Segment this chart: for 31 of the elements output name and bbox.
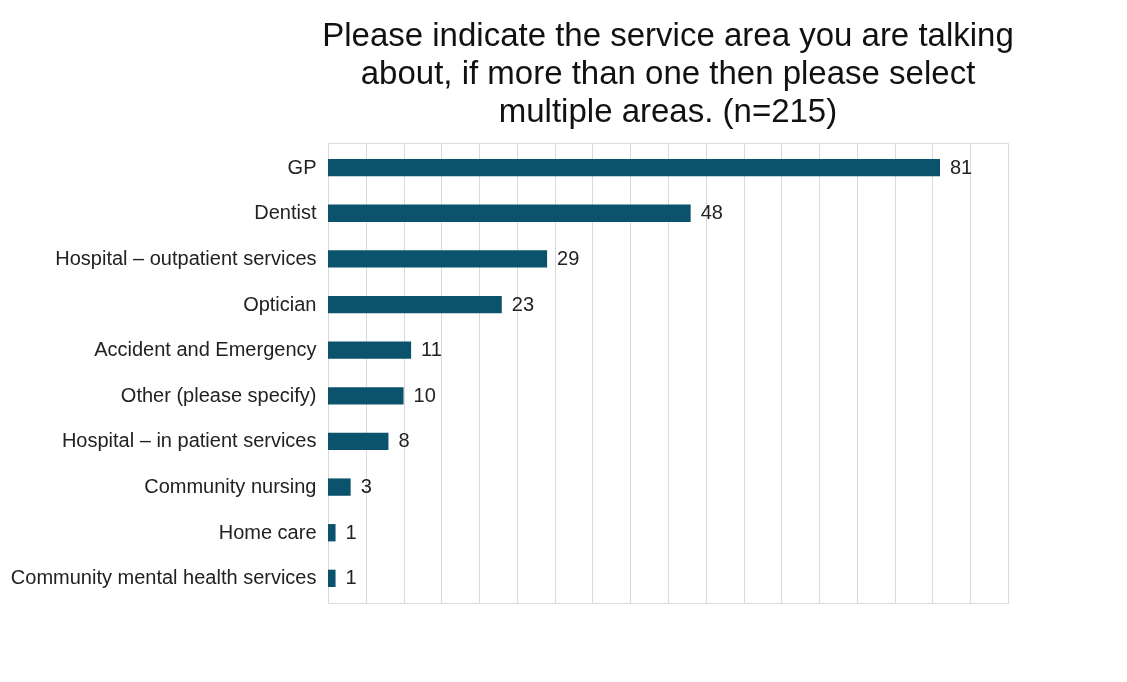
bar	[328, 569, 336, 588]
data-label: 11	[421, 338, 442, 361]
bar	[328, 250, 548, 268]
y-tick-label: Hospital – outpatient services	[55, 246, 317, 269]
bar	[328, 432, 389, 451]
y-tick-label: Optician	[243, 292, 317, 315]
bar	[328, 478, 351, 496]
bar	[328, 295, 502, 314]
data-label: 81	[950, 155, 973, 178]
bar	[328, 387, 404, 405]
data-label: 23	[511, 292, 535, 315]
y-tick-label: GP	[287, 155, 317, 178]
data-label: 3	[360, 475, 372, 498]
y-tick-label: Community mental health services	[10, 566, 317, 589]
bar	[328, 158, 940, 177]
y-tick-label: Other (please specify)	[120, 383, 317, 406]
data-label: 1	[345, 566, 357, 589]
bar	[328, 341, 412, 359]
data-label: 48	[700, 201, 723, 224]
bar	[328, 524, 336, 542]
data-label: 1	[345, 520, 357, 543]
y-tick-label: Hospital – in patient services	[61, 429, 317, 452]
y-tick-label: Home care	[218, 520, 317, 543]
chart-title: Please indicate the service area you are talking about, if more than one then please select multiple areas. (n=215)	[322, 16, 1014, 129]
data-label: 8	[398, 429, 410, 452]
data-label: 29	[557, 246, 580, 269]
y-tick-label: Accident and Emergency	[94, 338, 317, 361]
data-label: 10	[413, 383, 436, 406]
y-tick-label: Community nursing	[144, 475, 317, 498]
y-tick-label: Dentist	[254, 201, 317, 224]
bar	[328, 204, 691, 222]
